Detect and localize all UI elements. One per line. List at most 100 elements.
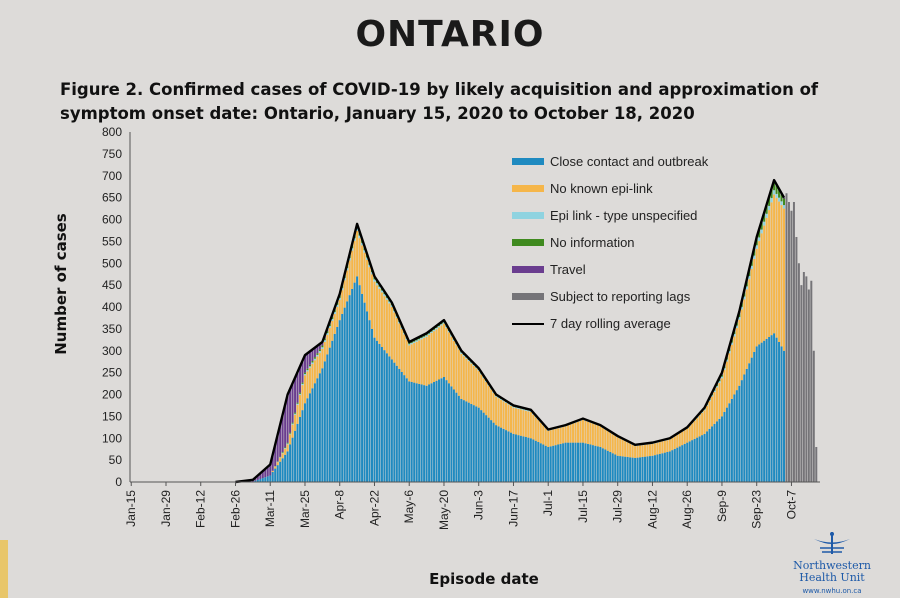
bar-segment: [725, 361, 728, 408]
bar-segment: [611, 453, 614, 482]
bar-segment: [380, 290, 383, 293]
bar-segment: [653, 443, 656, 456]
bar-segment: [410, 344, 413, 382]
bar-segment: [616, 455, 619, 482]
bar-segment: [698, 415, 701, 437]
bar-segment: [316, 354, 319, 357]
bar-segment: [331, 321, 334, 341]
bar-segment: [783, 350, 786, 482]
bar-segment: [457, 349, 460, 396]
bar-segment: [294, 414, 297, 431]
bar-segment: [713, 390, 716, 392]
bar-segment: [718, 379, 721, 382]
bar-segment: [517, 408, 520, 409]
x-tick-label: May-20: [437, 490, 451, 530]
bar-segment: [482, 412, 485, 482]
bar-segment: [760, 222, 763, 230]
bar-segment: [629, 443, 632, 458]
bar-segment: [745, 286, 748, 290]
bar-segment: [569, 424, 572, 443]
bar-segment: [413, 382, 416, 482]
bar-segment: [770, 189, 773, 199]
bar-segment: [586, 443, 589, 482]
bar-segment: [410, 342, 413, 345]
bar-segment: [274, 468, 277, 482]
bar-segment: [706, 431, 709, 482]
bar-segment: [678, 446, 681, 482]
bar-segment: [770, 202, 773, 336]
bar-segment: [733, 394, 736, 482]
bar-segment: [291, 437, 294, 482]
bar-segment: [639, 457, 642, 482]
bar-segment: [765, 338, 768, 482]
bar-segment: [303, 375, 306, 404]
bar-segment: [380, 292, 383, 347]
bar-segment: [475, 406, 478, 482]
bar-segment: [254, 480, 257, 482]
bar-segment: [400, 329, 403, 372]
bar-segment: [596, 425, 599, 447]
bar-segment: [289, 434, 292, 445]
bar-segment: [462, 356, 465, 401]
bar-segment: [323, 340, 326, 342]
bar-segment: [778, 197, 781, 202]
bar-segment: [413, 343, 416, 383]
bar-segment: [313, 357, 316, 359]
bar-segment: [348, 295, 351, 482]
bar-segment: [341, 287, 344, 291]
bar-segment: [289, 433, 292, 435]
bar-segment: [569, 442, 572, 482]
bar-segment: [713, 423, 716, 482]
bar-segment: [718, 418, 721, 482]
bar-segment: [313, 383, 316, 482]
bar-segment: [748, 279, 751, 364]
bar-segment: [361, 242, 364, 246]
bar-segment: [388, 303, 391, 357]
bar-segment: [673, 448, 676, 482]
bar-segment: [609, 432, 612, 452]
bar-segment: [343, 277, 346, 281]
bar-segment: [356, 276, 359, 482]
y-tick-label: 450: [102, 278, 122, 292]
bar-segment: [485, 415, 488, 482]
bar-segment: [507, 403, 510, 405]
bar-segment: [549, 446, 552, 482]
bar-segment: [326, 354, 329, 482]
bar-segment: [393, 312, 396, 363]
bar-segment: [373, 281, 376, 338]
bar-segment: [500, 398, 503, 400]
x-tick-label: Oct-7: [784, 490, 798, 520]
x-tick-label: Jan-29: [159, 490, 173, 527]
bar-segment: [723, 369, 726, 412]
bar-segment: [740, 309, 743, 381]
bar-segment: [333, 314, 336, 334]
bar-segment: [519, 408, 522, 410]
bar-segment: [420, 384, 423, 482]
bar-segment: [768, 337, 771, 482]
bar-segment: [713, 392, 716, 424]
bar-segment: [259, 473, 262, 479]
bar-segment: [440, 378, 443, 482]
x-tick-label: May-6: [402, 490, 416, 524]
bar-segment: [661, 453, 664, 482]
bar-segment: [502, 428, 505, 482]
bar-segment: [532, 439, 535, 482]
bar-segment: [276, 434, 279, 462]
bar-segment: [527, 437, 530, 482]
bar-segment: [572, 442, 575, 482]
bar-segment: [450, 335, 453, 337]
x-tick-label: Feb-26: [228, 490, 242, 528]
bar-segment: [346, 270, 349, 302]
x-tick-label: Jul-29: [611, 490, 625, 523]
bar-segment: [313, 358, 316, 361]
nwhu-logo: Northwestern Health Unit www.nwhu.on.ca: [782, 530, 882, 595]
bar-segment: [537, 442, 540, 482]
bar-segment: [318, 343, 321, 350]
bar-segment: [368, 320, 371, 482]
bar-segment: [698, 414, 701, 416]
bar-segment: [760, 229, 763, 234]
bar-segment: [378, 286, 381, 289]
bar-segment: [482, 378, 485, 413]
bar-segment: [363, 302, 366, 482]
bar-segment: [430, 383, 433, 482]
